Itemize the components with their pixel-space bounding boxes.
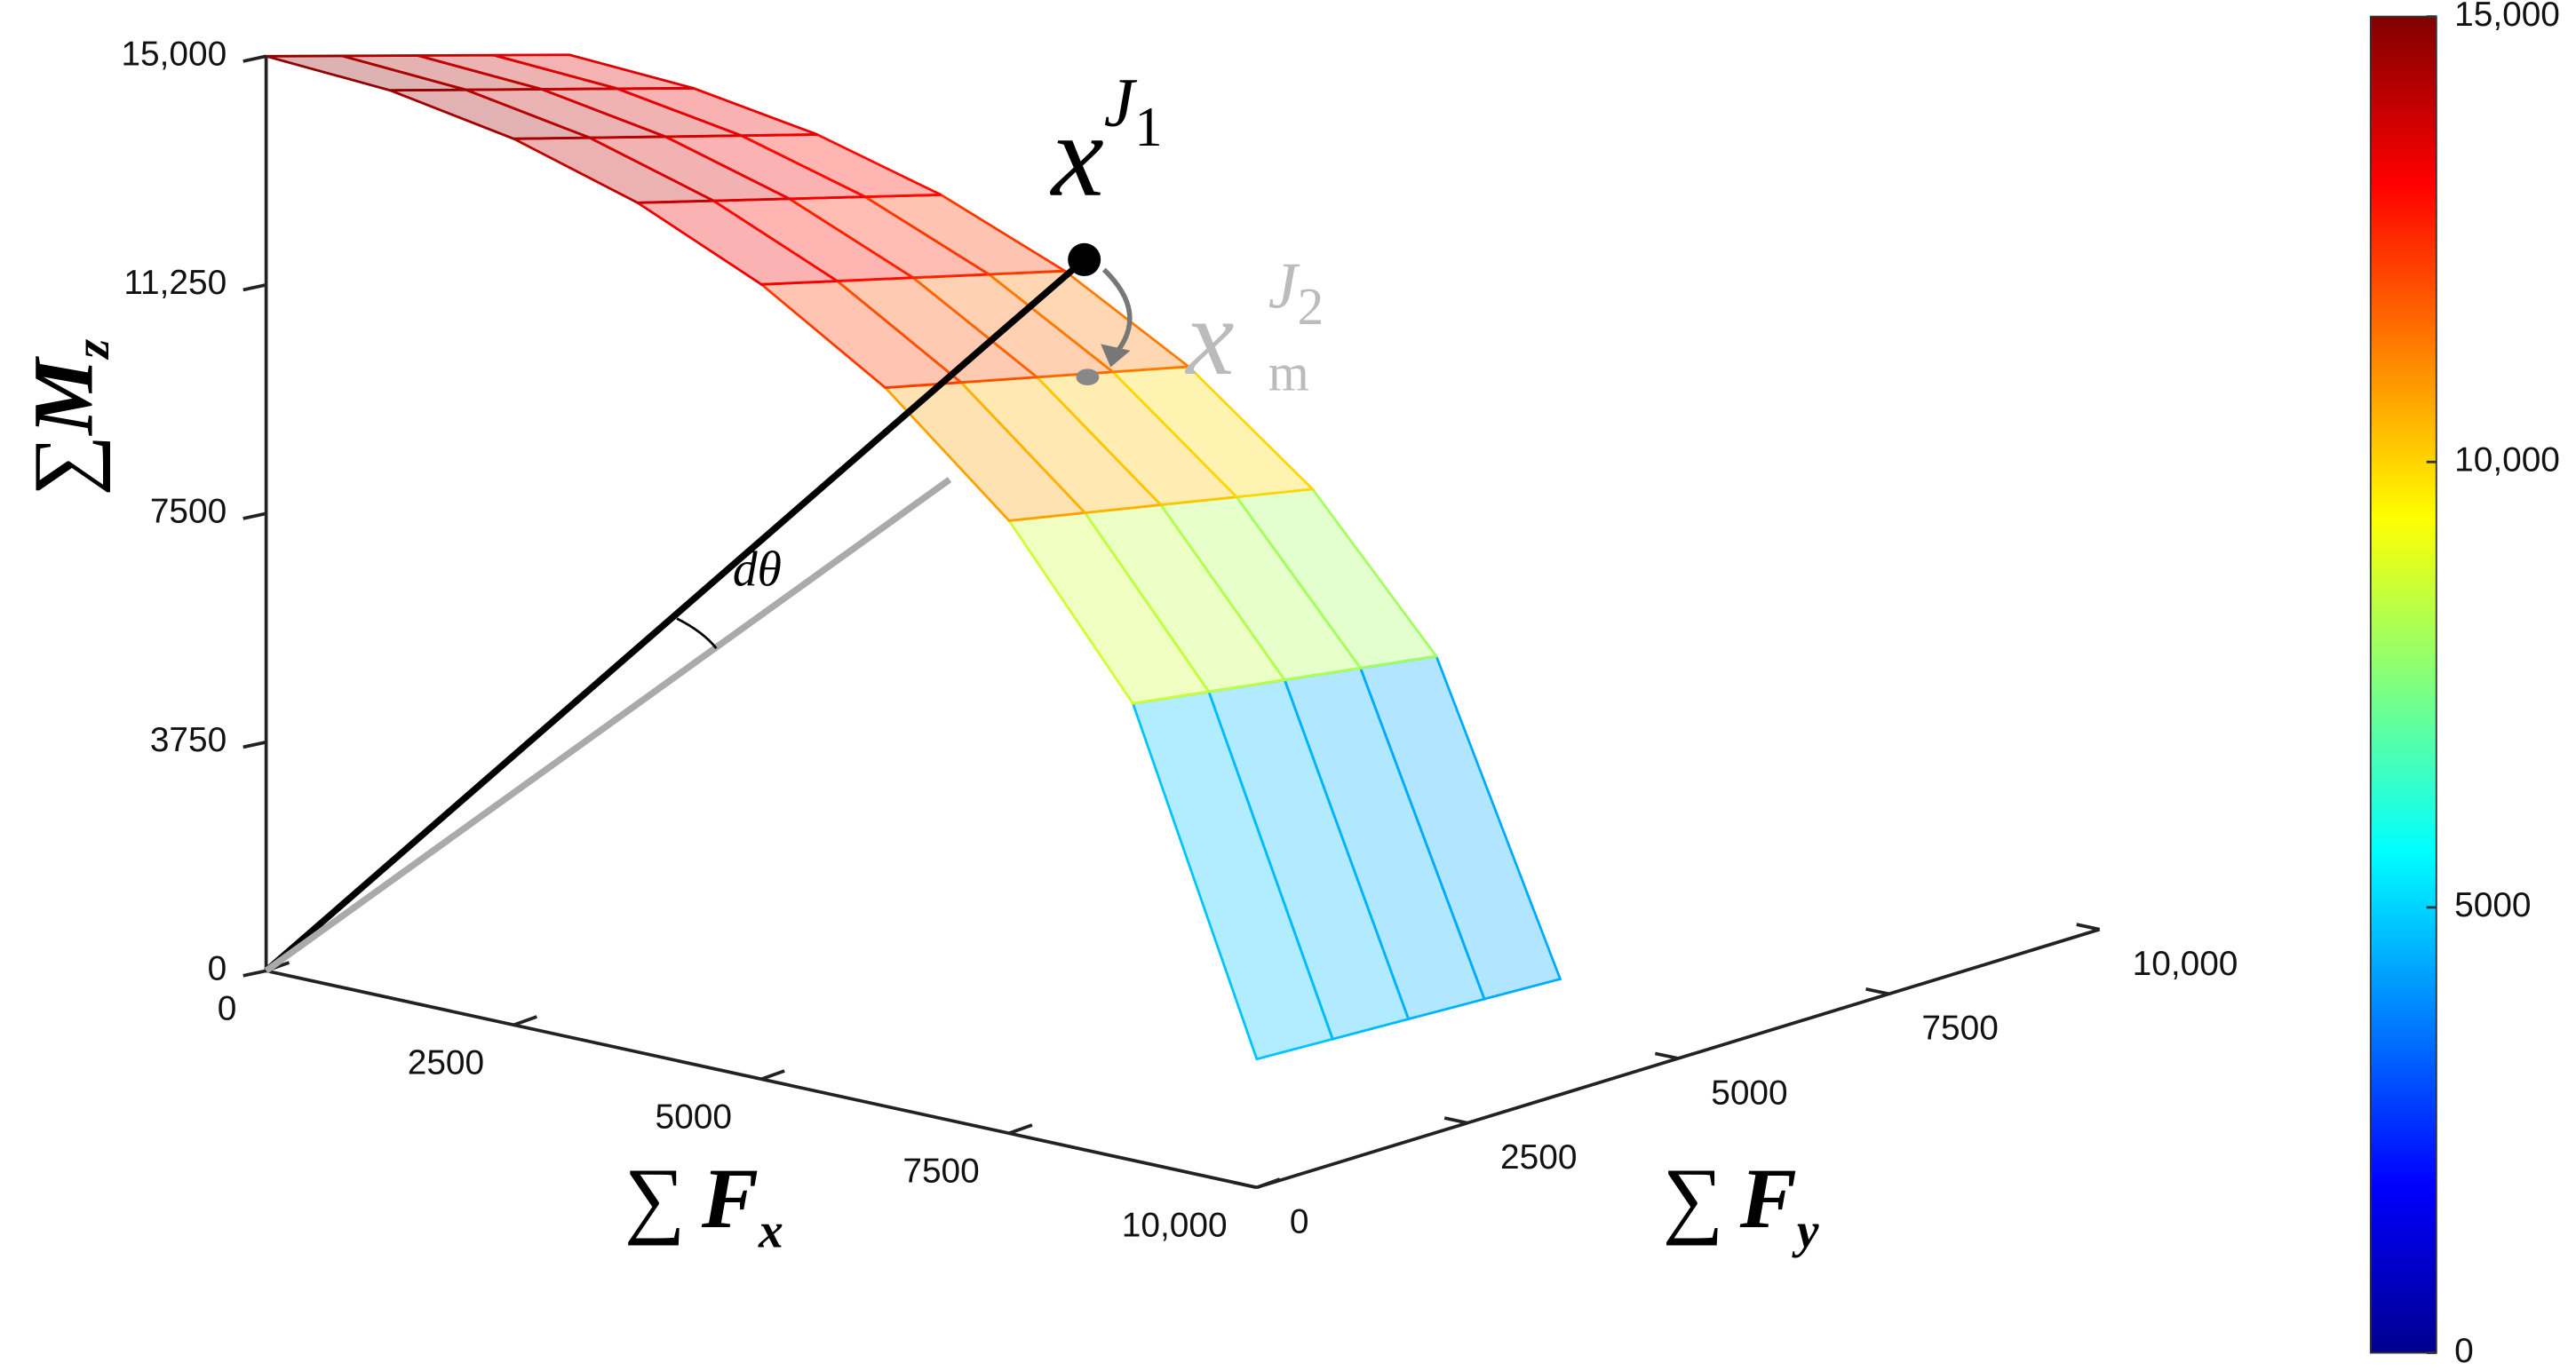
surface-cell — [493, 53, 694, 91]
label-var: F — [1739, 1151, 1797, 1246]
label-symbol: ∑ — [1663, 1151, 1724, 1246]
x-axis-label: ∑ Fx — [624, 1151, 783, 1259]
label-sub: y — [1792, 1203, 1819, 1258]
annotation-base: x — [1184, 278, 1234, 398]
z-tick-label: 11,250 — [123, 264, 227, 302]
colorbar — [2369, 15, 2437, 1354]
z-tick — [242, 282, 267, 292]
label-var: F — [701, 1151, 759, 1246]
annotation-sup: J — [1268, 250, 1300, 322]
colorbar-tick-label: 10,000 — [2454, 440, 2560, 479]
axes: 0 2500 5000 7500 10,000 0 2500 5000 7500 10,000 0 3… — [121, 36, 2238, 1245]
y-tick — [1865, 987, 1889, 996]
x-tick-label: 7500 — [902, 1152, 979, 1190]
annotation-supsub: 1 — [1134, 96, 1162, 158]
annotation-j1: xJ1 — [1050, 64, 1163, 221]
x-tick-label: 5000 — [656, 1098, 732, 1136]
z-tick — [242, 511, 267, 520]
arrow-head — [1101, 344, 1131, 368]
label-sub: x — [758, 1203, 783, 1258]
x-tick — [1256, 1177, 1281, 1190]
y-axis-label: ∑ Fy — [1663, 1151, 1819, 1259]
label-symbol: ∑ — [16, 435, 111, 496]
label-var: M — [16, 355, 111, 436]
point-j2 — [1076, 369, 1100, 385]
colorbar-tick-label: 5000 — [2454, 886, 2531, 924]
colorbar-tick-label: 0 — [2454, 1332, 2474, 1370]
x-tick-label: 2500 — [408, 1043, 484, 1082]
z-axis-label: ∑Mz — [16, 339, 120, 496]
y-tick — [1654, 1051, 1679, 1060]
x-tick — [760, 1069, 785, 1082]
y-tick-label: 10,000 — [2133, 945, 2238, 983]
colorbar-ticks: 0 5000 10,000 15,000 — [2426, 0, 2560, 1370]
annotation-j2: x mJ2 — [1184, 250, 1324, 401]
colorbar-tick-label: 15,000 — [2454, 0, 2560, 34]
annotation-base: x — [1050, 89, 1104, 221]
x-tick — [1008, 1123, 1033, 1136]
y-tick-label: 0 — [1290, 1202, 1309, 1240]
annotation-supsub: 2 — [1298, 277, 1324, 336]
rotation-arrow — [1101, 267, 1133, 358]
z-tick — [242, 54, 267, 63]
label-symbol: ∑ — [624, 1151, 686, 1246]
annotation-sup: J — [1104, 64, 1138, 140]
vector-j2 — [264, 477, 952, 974]
y-tick — [1233, 1180, 1258, 1190]
y-tick-label: 5000 — [1711, 1074, 1787, 1112]
x-tick — [513, 1015, 537, 1027]
y-tick — [1443, 1116, 1468, 1125]
z-tick — [242, 969, 267, 978]
y-tick-label: 7500 — [1921, 1010, 1998, 1048]
z-tick-label: 15,000 — [121, 36, 227, 74]
z-tick-label: 7500 — [150, 493, 227, 531]
annotation-sub: m — [1268, 343, 1309, 401]
z-tick — [242, 740, 267, 749]
z-tick-label: 0 — [208, 949, 227, 987]
vector-j1-tip — [999, 257, 1087, 334]
y-tick — [2076, 923, 2101, 931]
surface — [266, 53, 1562, 1061]
x-tick-label: 10,000 — [1122, 1206, 1228, 1244]
point-j1 — [1068, 242, 1101, 277]
annotation-angle: dθ — [733, 542, 782, 597]
label-sub: z — [65, 339, 120, 361]
y-tick-label: 2500 — [1500, 1138, 1577, 1177]
x-tick-label: 0 — [218, 989, 237, 1027]
vector-j1 — [264, 328, 1005, 974]
angle-arc — [676, 617, 718, 649]
z-tick-label: 3750 — [150, 721, 227, 759]
